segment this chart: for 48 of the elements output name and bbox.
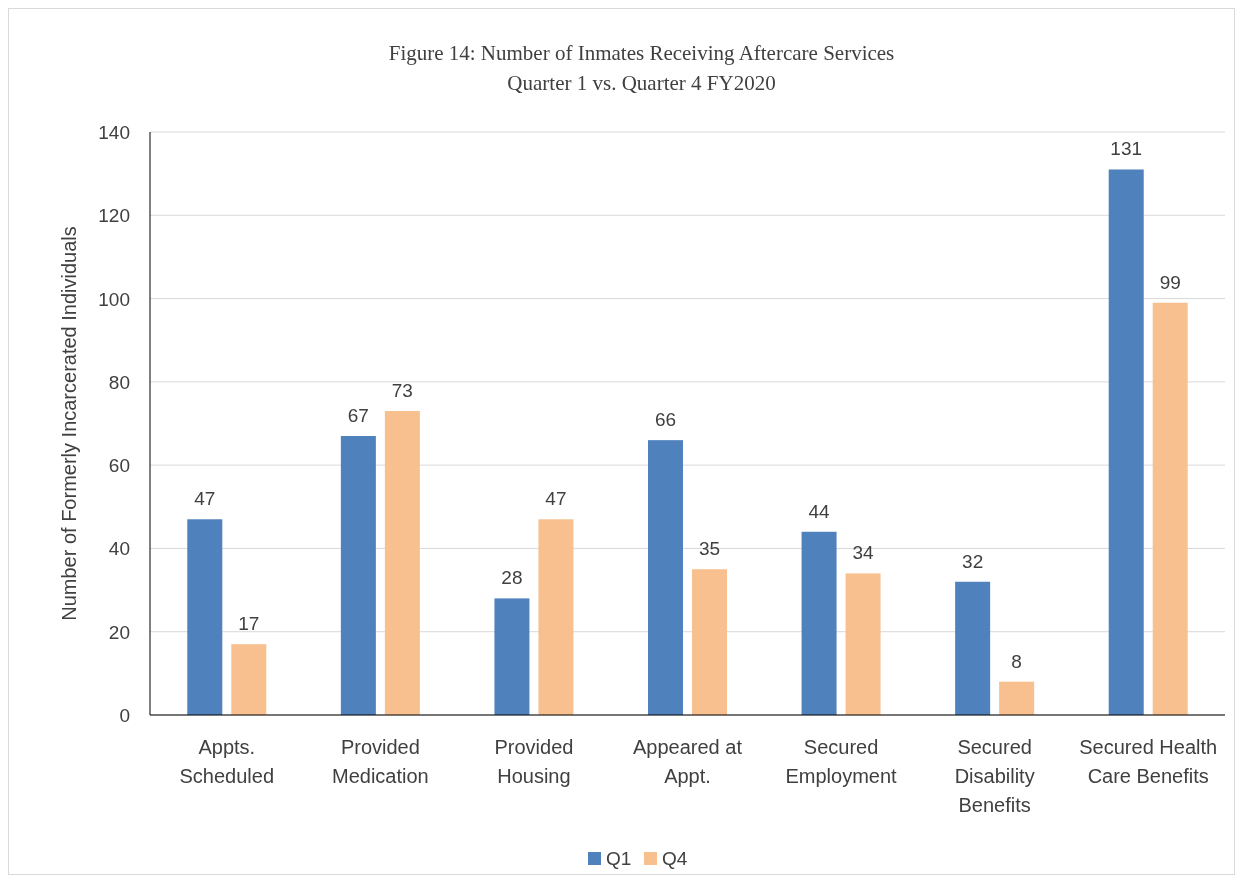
data-label: 32 <box>962 550 984 572</box>
data-label: 99 <box>1159 271 1181 293</box>
data-label: 47 <box>545 488 567 510</box>
x-tick-label: Provided Housing <box>494 736 574 787</box>
bar <box>494 598 530 715</box>
data-label: 28 <box>501 567 523 589</box>
bar <box>231 644 267 715</box>
x-tick-label: Secured Disability Benefits <box>954 736 1035 816</box>
data-label: 34 <box>852 542 875 564</box>
data-label: 47 <box>194 488 216 510</box>
y-tick-label: 80 <box>108 371 130 393</box>
x-tick-label: Secured Employment <box>785 736 898 787</box>
y-tick-label: 140 <box>98 122 130 143</box>
legend-label: Q4 <box>662 848 688 869</box>
bar <box>999 681 1035 715</box>
bar <box>384 411 420 715</box>
legend-label: Q1 <box>606 848 632 869</box>
y-tick-label: 0 <box>119 705 130 726</box>
y-tick-label: 100 <box>98 288 130 310</box>
bar <box>187 519 223 715</box>
data-label: 66 <box>654 409 677 431</box>
y-tick-label: 20 <box>108 621 130 643</box>
data-label: 67 <box>347 404 369 426</box>
y-tick-label: 120 <box>98 205 130 227</box>
y-axis-title: Number of Formerly Incarcerated Individuals <box>58 226 80 621</box>
bar <box>955 581 991 715</box>
data-label: 44 <box>808 500 831 522</box>
x-tick-label: Secured Health Care Benefits <box>1079 736 1218 787</box>
y-tick-label: 60 <box>108 455 130 477</box>
bar <box>648 440 683 715</box>
data-label: 8 <box>1011 650 1022 672</box>
data-label: 17 <box>238 613 260 635</box>
x-tick-label: Appts. Scheduled <box>179 736 275 787</box>
bar <box>340 435 376 715</box>
chart-title: Figure 14: Number of Inmates Receiving Aftercare Services <box>388 41 895 65</box>
data-label: 73 <box>391 380 413 402</box>
bar <box>1152 302 1188 715</box>
chart-subtitle: Quarter 1 vs. Quarter 4 FY2020 <box>507 71 776 95</box>
bar <box>845 573 881 715</box>
bar <box>801 531 837 715</box>
data-label: 131 <box>1110 138 1143 160</box>
data-label: 35 <box>698 538 721 560</box>
bar <box>692 569 727 715</box>
bar <box>1108 169 1144 715</box>
bar <box>538 519 574 715</box>
x-tick-label: Appeared at Appt. <box>633 736 743 787</box>
x-tick-label: Provided Medication <box>332 736 429 787</box>
y-tick-label: 40 <box>108 538 130 560</box>
